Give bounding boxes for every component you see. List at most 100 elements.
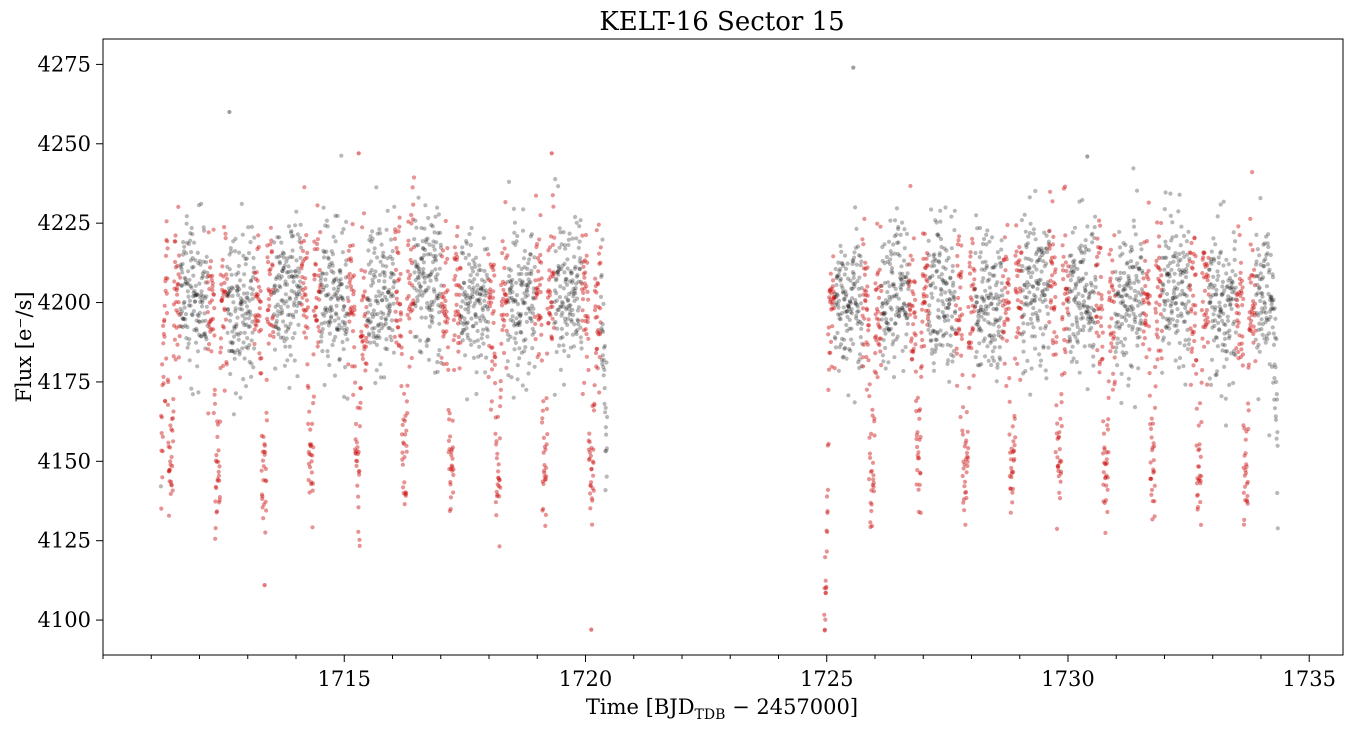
in-transit-point (922, 343, 927, 349)
in-transit-point (1199, 380, 1204, 385)
in-transit-point (304, 233, 309, 238)
flux-point (1085, 316, 1090, 322)
flux-point (1126, 383, 1131, 388)
flux-point (977, 225, 983, 231)
flux-point (836, 260, 841, 265)
in-transit-point (497, 544, 502, 549)
flux-point (528, 252, 533, 257)
flux-point (233, 236, 238, 241)
in-transit-point (486, 300, 491, 305)
flux-point (1221, 199, 1226, 204)
flux-point (1255, 282, 1260, 287)
in-transit-point (590, 459, 596, 464)
flux-point (1024, 245, 1029, 250)
in-transit-point (1099, 293, 1104, 298)
flux-point (196, 390, 201, 395)
in-transit-point (219, 298, 224, 303)
in-transit-point (597, 390, 602, 395)
in-transit-point (351, 392, 356, 397)
flux-point (578, 256, 583, 261)
in-transit-point (270, 263, 275, 268)
in-transit-point (543, 477, 548, 483)
flux-point (889, 266, 895, 271)
in-transit-point (163, 399, 168, 404)
in-transit-point (1198, 522, 1204, 528)
flux-point (475, 338, 480, 343)
flux-point (201, 259, 206, 264)
flux-point (1077, 245, 1082, 251)
flux-point (427, 307, 432, 312)
flux-point (1042, 292, 1047, 298)
flux-point (1090, 289, 1095, 294)
flux-point (842, 346, 847, 351)
in-transit-point (440, 304, 445, 309)
in-transit-point (867, 394, 872, 399)
in-transit-point (1237, 333, 1242, 338)
flux-point (859, 285, 864, 291)
in-transit-point (164, 291, 169, 296)
in-transit-point (957, 272, 962, 277)
flux-point (1085, 304, 1090, 309)
in-transit-point (445, 256, 450, 261)
flux-point (895, 251, 901, 257)
in-transit-point (411, 298, 416, 303)
flux-point (179, 283, 184, 288)
flux-point (1180, 279, 1185, 284)
flux-point (952, 297, 957, 302)
flux-point (974, 213, 979, 218)
in-transit-point (538, 252, 543, 258)
flux-point (329, 304, 334, 309)
in-transit-point (270, 262, 275, 267)
in-transit-point (828, 297, 833, 302)
in-transit-point (1011, 449, 1016, 454)
flux-point (1175, 319, 1180, 324)
flux-point (1086, 314, 1091, 319)
flux-point (423, 247, 428, 253)
flux-point (518, 282, 523, 287)
in-transit-point (178, 275, 183, 280)
in-transit-point (445, 288, 450, 293)
flux-point (202, 333, 207, 338)
flux-point (439, 283, 444, 288)
flux-point (248, 309, 253, 314)
flux-point (1025, 358, 1030, 363)
flux-point (1076, 300, 1082, 305)
flux-point (569, 271, 574, 276)
in-transit-point (1200, 299, 1205, 304)
in-transit-point (1051, 234, 1056, 239)
flux-point (1217, 304, 1222, 309)
in-transit-point (912, 310, 917, 315)
flux-point (187, 298, 192, 303)
flux-point (933, 218, 938, 223)
flux-point (236, 292, 241, 298)
flux-point (1000, 329, 1005, 334)
flux-point (1122, 315, 1127, 320)
in-transit-point (1004, 338, 1010, 343)
in-transit-point (959, 336, 965, 342)
in-transit-point (590, 486, 595, 491)
flux-point (559, 313, 564, 318)
in-transit-point (363, 361, 368, 366)
in-transit-point (1059, 424, 1064, 429)
in-transit-point (1062, 291, 1067, 296)
flux-point (479, 277, 484, 282)
in-transit-point (926, 308, 931, 313)
flux-point (884, 317, 889, 322)
in-transit-point (1047, 243, 1052, 248)
in-transit-point (1154, 300, 1159, 305)
flux-point (1084, 271, 1089, 276)
in-transit-point (444, 329, 449, 334)
flux-point (192, 293, 197, 298)
flux-point (250, 292, 255, 297)
flux-point (988, 291, 993, 296)
in-transit-point (493, 415, 498, 420)
flux-point (988, 333, 993, 338)
in-transit-point (1141, 297, 1146, 302)
in-transit-point (539, 358, 545, 363)
flux-point (950, 263, 955, 269)
in-transit-point (503, 292, 508, 297)
in-transit-point (1054, 340, 1059, 345)
flux-point (575, 328, 580, 333)
in-transit-point (875, 221, 880, 226)
flux-point (1131, 311, 1136, 316)
